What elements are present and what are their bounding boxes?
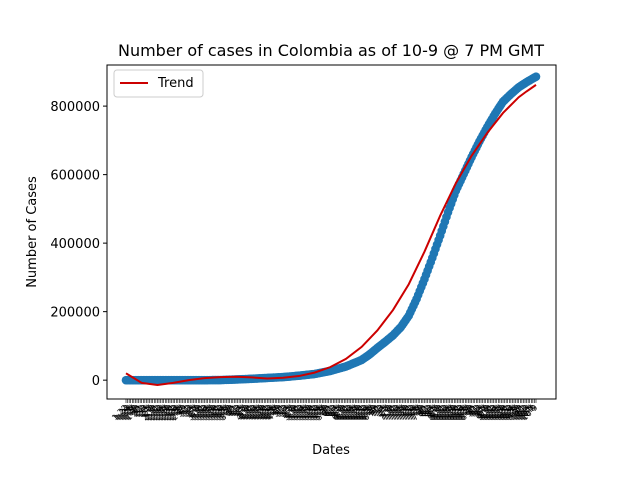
y-axis-label: Number of Cases (25, 176, 40, 288)
x-axis-label: Dates (312, 443, 350, 458)
chart-title: Number of cases in Colombia as of 10-9 @… (118, 41, 544, 60)
y-tick-label: 200000 (50, 306, 100, 321)
plot-area (121, 72, 541, 386)
y-tick-label: 600000 (50, 169, 100, 184)
y-axis: 0 200000 400000 600000 800000 (50, 100, 107, 389)
scatter-point (531, 72, 541, 81)
legend-box (113, 69, 204, 98)
x-axis: 1-221-231-241-251-261-271-281-291-301-31… (110, 399, 539, 422)
legend: Trend (113, 69, 204, 98)
trend-line (125, 84, 537, 386)
y-tick-label: 400000 (50, 237, 100, 252)
legend-trend-label: Trend (157, 76, 194, 91)
y-tick-label: 800000 (50, 100, 100, 115)
y-tick-label: 0 (92, 374, 100, 389)
